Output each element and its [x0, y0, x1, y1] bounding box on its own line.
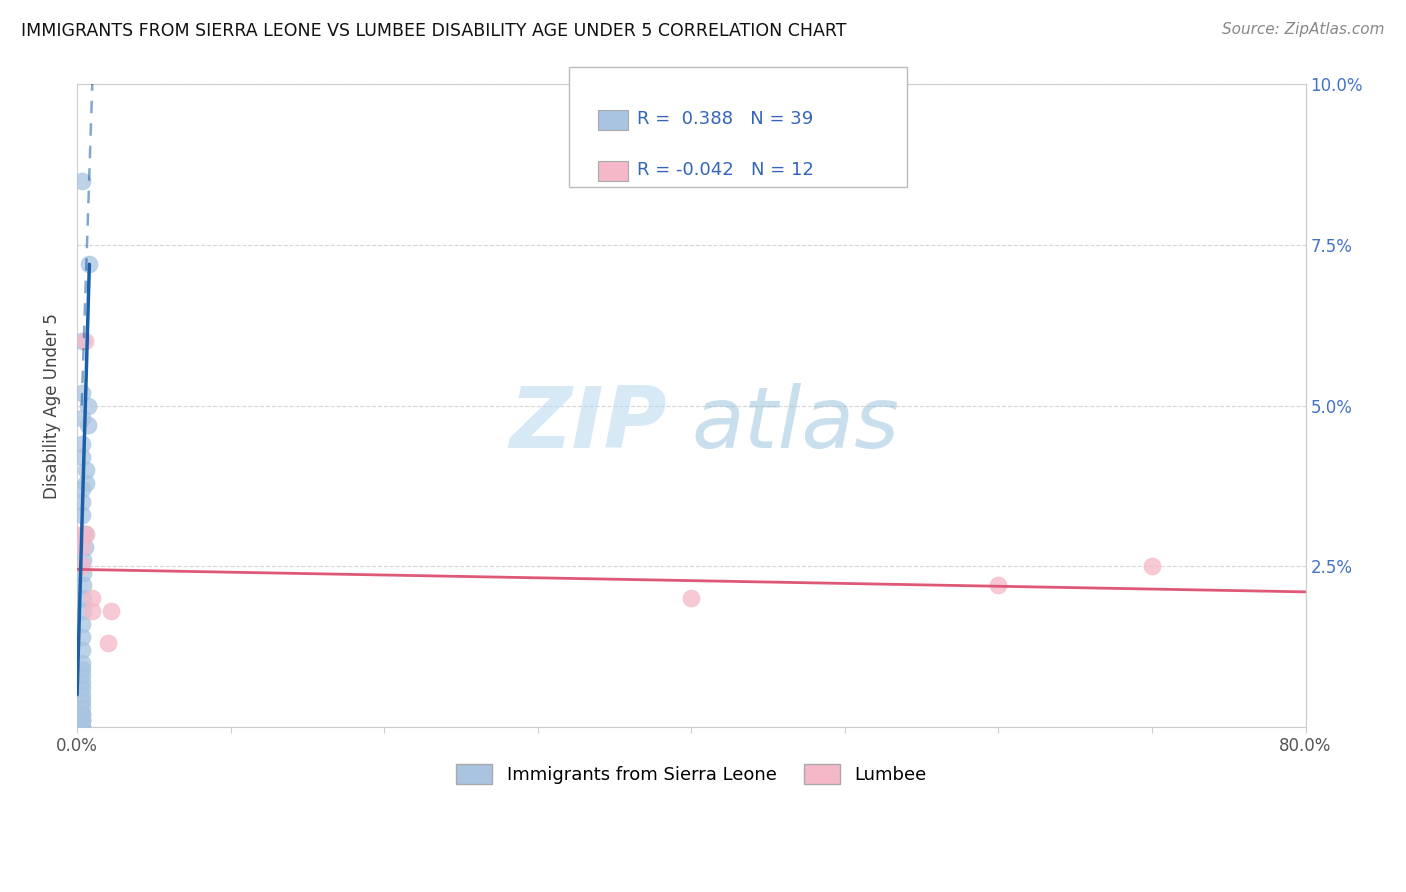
Point: [70, 668, 93, 682]
Point: [987, 578, 1010, 592]
Point: [75, 527, 97, 541]
Point: [72, 566, 94, 580]
Point: [70, 706, 93, 721]
Point: [72, 578, 94, 592]
Point: [70, 714, 93, 728]
Text: Source: ZipAtlas.com: Source: ZipAtlas.com: [1222, 22, 1385, 37]
Point: [70, 559, 93, 574]
Point: [76, 417, 98, 432]
Point: [72, 553, 94, 567]
Point: [70, 720, 93, 734]
Point: [681, 591, 703, 606]
Point: [72, 591, 94, 606]
Point: [73, 334, 96, 349]
Text: R = -0.042   N = 12: R = -0.042 N = 12: [637, 161, 814, 179]
Point: [70, 656, 93, 670]
Point: [70, 706, 93, 721]
Point: [70, 174, 93, 188]
Point: [1140, 559, 1163, 574]
Point: [73, 527, 96, 541]
Point: [72, 604, 94, 618]
Point: [70, 527, 93, 541]
Point: [70, 681, 93, 696]
Point: [70, 411, 93, 425]
Legend: Immigrants from Sierra Leone, Lumbee: Immigrants from Sierra Leone, Lumbee: [449, 756, 934, 791]
Point: [70, 482, 93, 496]
Point: [70, 450, 93, 464]
Point: [70, 642, 93, 657]
Point: [73, 540, 96, 554]
Text: ZIP: ZIP: [509, 384, 666, 467]
Point: [70, 720, 93, 734]
Point: [70, 674, 93, 689]
Text: IMMIGRANTS FROM SIERRA LEONE VS LUMBEE DISABILITY AGE UNDER 5 CORRELATION CHART: IMMIGRANTS FROM SIERRA LEONE VS LUMBEE D…: [21, 22, 846, 40]
Point: [70, 662, 93, 676]
Point: [100, 604, 122, 618]
Point: [75, 475, 97, 490]
Point: [70, 334, 93, 349]
Point: [70, 508, 93, 522]
Point: [70, 688, 93, 702]
Point: [97, 636, 120, 650]
Point: [82, 591, 104, 606]
Point: [70, 437, 93, 451]
Point: [70, 385, 93, 400]
Point: [76, 399, 98, 413]
Point: [70, 617, 93, 632]
Point: [70, 495, 93, 509]
Point: [70, 694, 93, 708]
Point: [70, 700, 93, 714]
Point: [79, 257, 101, 271]
Point: [75, 463, 97, 477]
Point: [70, 714, 93, 728]
Point: [82, 604, 104, 618]
Point: [70, 540, 93, 554]
Point: [70, 714, 93, 728]
Point: [70, 630, 93, 644]
Text: atlas: atlas: [692, 384, 900, 467]
Y-axis label: Disability Age Under 5: Disability Age Under 5: [44, 313, 60, 499]
Text: R =  0.388   N = 39: R = 0.388 N = 39: [637, 110, 813, 128]
